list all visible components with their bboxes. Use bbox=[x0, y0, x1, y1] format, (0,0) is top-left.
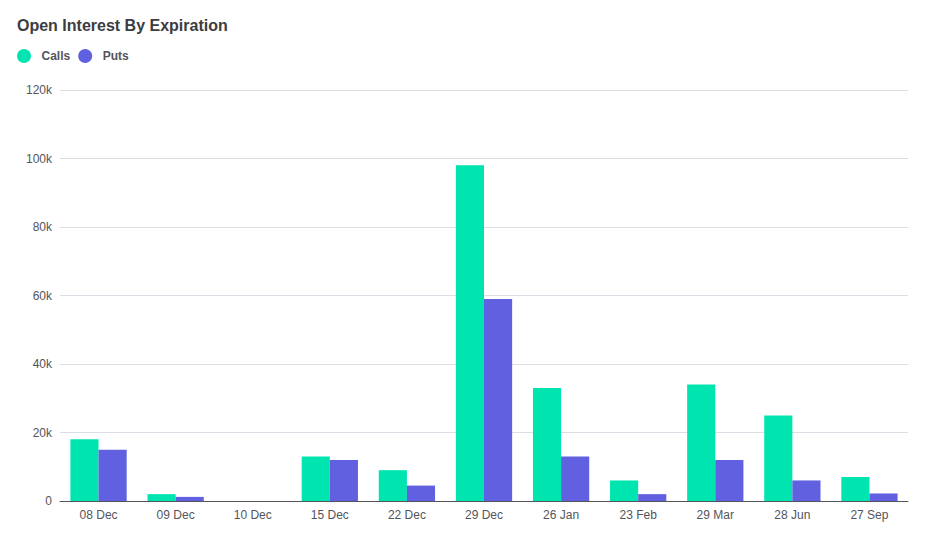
svg-text:22 Dec: 22 Dec bbox=[388, 508, 426, 522]
svg-text:27 Sep: 27 Sep bbox=[850, 508, 888, 522]
svg-text:20k: 20k bbox=[33, 426, 53, 440]
svg-text:29 Mar: 29 Mar bbox=[697, 508, 734, 522]
svg-text:0: 0 bbox=[45, 494, 52, 508]
svg-text:10 Dec: 10 Dec bbox=[234, 508, 272, 522]
svg-text:Calls: Calls bbox=[42, 49, 71, 63]
svg-text:29 Dec: 29 Dec bbox=[465, 508, 503, 522]
svg-text:120k: 120k bbox=[26, 83, 53, 97]
svg-text:09 Dec: 09 Dec bbox=[157, 508, 195, 522]
svg-text:08 Dec: 08 Dec bbox=[80, 508, 118, 522]
svg-text:28 Jun: 28 Jun bbox=[774, 508, 810, 522]
svg-text:Open Interest By Expiration: Open Interest By Expiration bbox=[17, 17, 228, 34]
svg-text:Puts: Puts bbox=[103, 49, 129, 63]
svg-text:15 Dec: 15 Dec bbox=[311, 508, 349, 522]
svg-text:100k: 100k bbox=[26, 152, 53, 166]
svg-text:80k: 80k bbox=[33, 220, 53, 234]
svg-text:60k: 60k bbox=[33, 289, 53, 303]
svg-text:23 Feb: 23 Feb bbox=[620, 508, 658, 522]
svg-text:40k: 40k bbox=[33, 357, 53, 371]
svg-text:26 Jan: 26 Jan bbox=[543, 508, 579, 522]
